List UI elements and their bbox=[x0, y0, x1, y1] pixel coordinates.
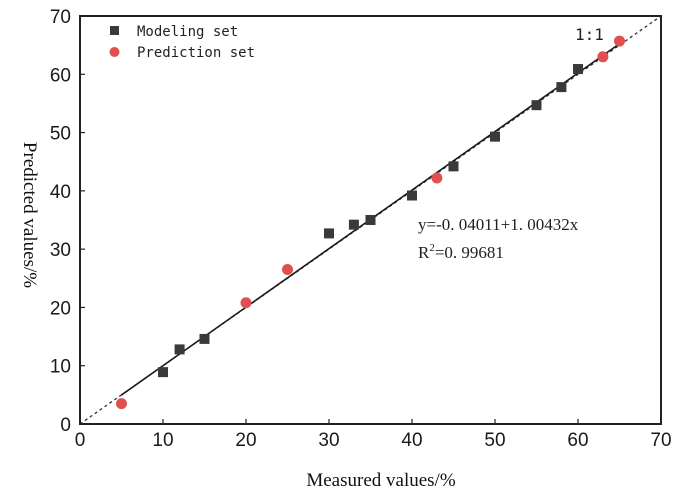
legend-marker-modeling-set bbox=[110, 26, 119, 35]
point-modeling-set bbox=[490, 131, 500, 142]
data-points bbox=[116, 35, 625, 410]
y-axis-title: Predicted values/% bbox=[19, 142, 40, 288]
point-modeling-set bbox=[158, 367, 168, 378]
y-tick-label: 40 bbox=[50, 182, 71, 203]
plot-frame bbox=[79, 15, 662, 425]
y-tick-label: 50 bbox=[50, 124, 71, 145]
point-modeling-set bbox=[531, 100, 542, 111]
legend-label-prediction-set: Prediction set bbox=[137, 45, 255, 61]
x-tick-label: 20 bbox=[235, 430, 256, 451]
x-tick-label: 70 bbox=[650, 430, 671, 451]
point-prediction-set bbox=[282, 264, 293, 276]
point-prediction-set bbox=[597, 51, 609, 63]
legend-label-modeling-set: Modeling set bbox=[137, 24, 238, 40]
x-tick-label: 30 bbox=[318, 430, 339, 451]
regression-equation: y=-0. 04011+1. 00432x bbox=[418, 215, 579, 234]
point-modeling-set bbox=[365, 215, 376, 225]
point-modeling-set bbox=[556, 82, 567, 93]
point-modeling-set bbox=[407, 190, 417, 201]
y-tick-label: 60 bbox=[50, 65, 71, 86]
point-modeling-set bbox=[348, 219, 359, 230]
y-axis-ticks: 0 10 20 30 40 50 60 70 bbox=[50, 7, 85, 436]
point-prediction-set bbox=[431, 172, 443, 184]
point-modeling-set bbox=[199, 333, 210, 344]
y-tick-label: 10 bbox=[50, 357, 71, 378]
x-tick-label: 50 bbox=[484, 430, 505, 451]
regression-annotation: y=-0. 04011+1. 00432x R2=0. 99681 bbox=[418, 215, 579, 262]
point-prediction-set bbox=[116, 398, 127, 410]
r-squared-superscript: 2 bbox=[429, 242, 435, 254]
point-modeling-set bbox=[573, 64, 583, 75]
point-prediction-set bbox=[614, 35, 625, 47]
r-squared-text: R2=0. 99681 bbox=[418, 242, 504, 262]
x-tick-label: 60 bbox=[567, 430, 588, 451]
legend-marker-prediction-set bbox=[109, 47, 120, 57]
x-axis-title: Measured values/% bbox=[306, 470, 455, 491]
y-tick-label: 0 bbox=[60, 415, 71, 436]
y-tick-label: 20 bbox=[50, 298, 71, 319]
x-tick-label: 0 bbox=[75, 430, 86, 451]
point-prediction-set bbox=[240, 297, 252, 309]
y-tick-label: 30 bbox=[50, 240, 71, 261]
legend: Modeling set Prediction set bbox=[109, 24, 255, 61]
x-axis-ticks: 0 10 20 30 40 50 60 70 bbox=[75, 419, 672, 451]
r-squared-value: =0. 99681 bbox=[435, 243, 504, 262]
r-squared-prefix: R bbox=[418, 243, 430, 262]
reference-line-label: 1:1 bbox=[575, 25, 604, 44]
point-modeling-set bbox=[448, 161, 459, 172]
point-modeling-set bbox=[324, 228, 334, 239]
y-tick-label: 70 bbox=[50, 7, 71, 28]
x-tick-label: 10 bbox=[152, 430, 173, 451]
point-modeling-set bbox=[174, 344, 185, 355]
x-tick-label: 40 bbox=[401, 430, 422, 451]
